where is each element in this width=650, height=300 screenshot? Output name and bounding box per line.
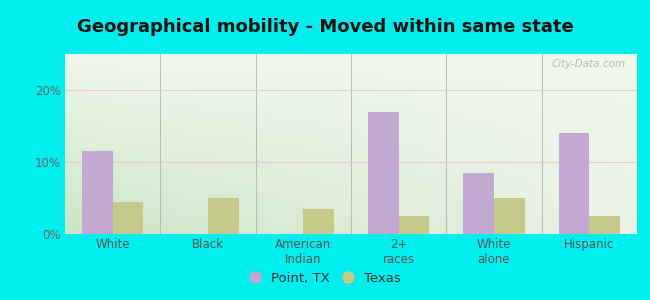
Bar <box>494 198 525 234</box>
Bar <box>112 202 143 234</box>
Text: City-Data.com: City-Data.com <box>551 59 625 69</box>
Bar <box>398 216 429 234</box>
Bar <box>208 198 239 234</box>
Legend: Point, TX, Texas: Point, TX, Texas <box>244 266 406 290</box>
Text: Geographical mobility - Moved within same state: Geographical mobility - Moved within sam… <box>77 18 573 36</box>
Bar <box>590 216 620 234</box>
Bar <box>463 173 494 234</box>
Bar <box>82 151 112 234</box>
Bar <box>304 209 334 234</box>
Bar <box>368 112 398 234</box>
Bar <box>559 133 590 234</box>
